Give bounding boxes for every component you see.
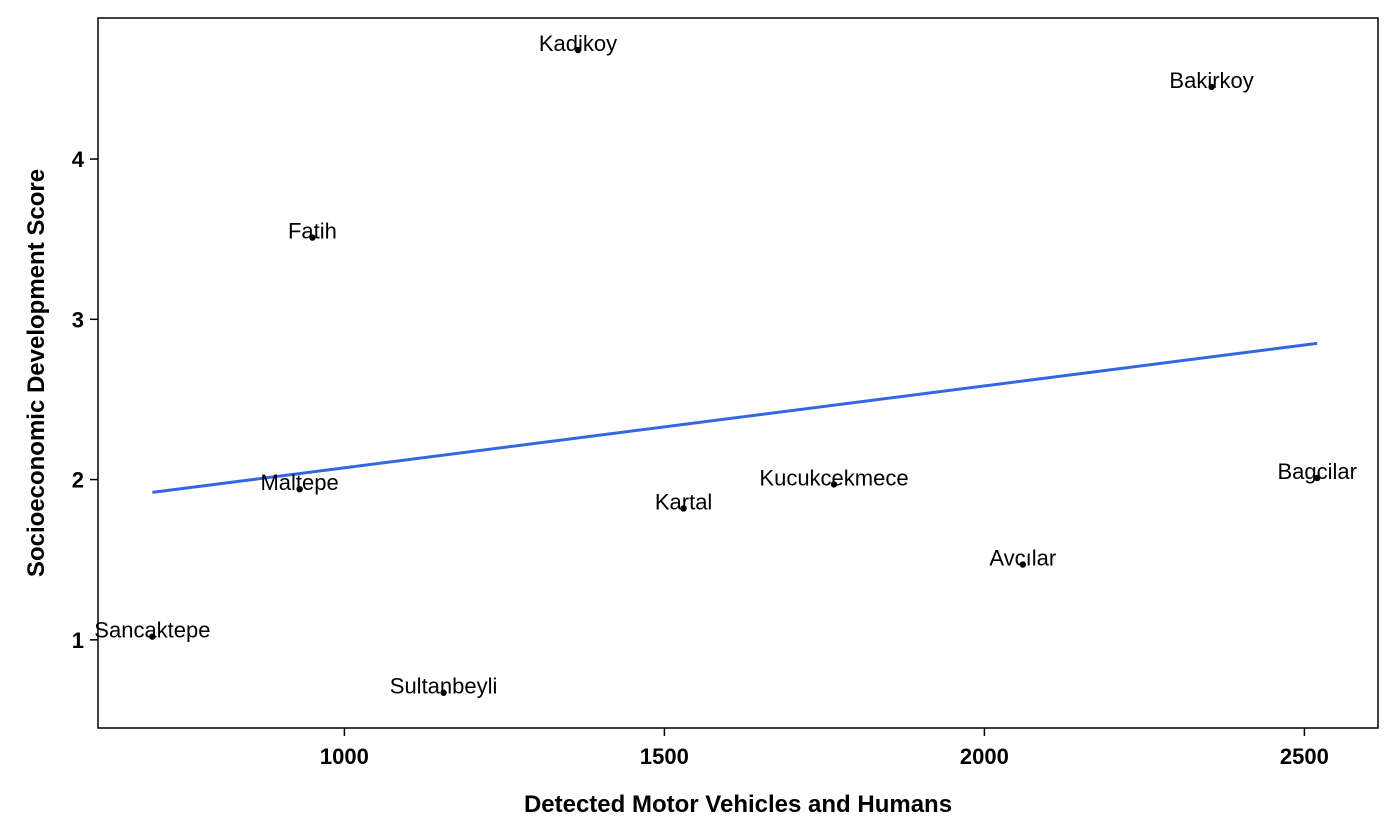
point-label-kartal: Kartal	[655, 489, 712, 514]
plot-panel	[97, 17, 1379, 729]
point-sultanbeyli	[440, 689, 447, 696]
tick-labels: 1000 1500 2000 2500 1 2 3 4	[72, 147, 1329, 769]
points-layer	[149, 46, 1321, 696]
point-label-kucukcekmece: Kucukcekmece	[759, 465, 908, 490]
trend-layer	[152, 341, 1318, 494]
x-tick-label-2500: 2500	[1280, 744, 1329, 769]
point-maltepe	[296, 485, 303, 493]
y-tick-label-2: 2	[72, 468, 84, 493]
y-axis-title: Socioeconomic Development Score	[23, 169, 50, 577]
y-tick-label-1: 1	[72, 628, 84, 653]
point-label-sultanbeyli: Sultanbeyli	[390, 674, 498, 699]
point-label-sancaktepe: Sancaktepe	[94, 618, 210, 643]
point-sancaktepe	[149, 633, 156, 640]
point-label-bagcilar: Bagcilar	[1277, 459, 1356, 484]
point-kartal	[680, 505, 687, 512]
point-bagcilar	[1314, 474, 1321, 482]
x-tick-label-1500: 1500	[640, 744, 689, 769]
point-label-fatih: Fatih	[288, 219, 337, 244]
x-tick-label-2000: 2000	[960, 744, 1009, 769]
x-axis-title: Detected Motor Vehicles and Humans	[524, 791, 952, 818]
x-tick-label-1000: 1000	[320, 744, 369, 769]
trend-line	[152, 341, 1318, 494]
point-kadikoy	[574, 46, 582, 54]
point-labels-layer: Sancaktepe Maltepe Fatih Sultanbeyli Kadikoy…	[94, 31, 1357, 699]
point-label-kadikoy: Kadikoy	[539, 31, 617, 56]
point-label-bakirkoy: Bakirkoy	[1169, 68, 1253, 93]
point-kucukcekmece	[830, 481, 838, 488]
point-label-avc-lar: Avcılar	[989, 546, 1056, 571]
point-label-maltepe: Maltepe	[260, 470, 338, 495]
point-fatih	[309, 234, 316, 241]
axis-ticks	[90, 158, 1306, 736]
point-bakirkoy	[1208, 83, 1215, 91]
y-tick-label-4: 4	[72, 147, 85, 172]
y-tick-label-3: 3	[72, 307, 84, 332]
point-avc-lar	[1019, 561, 1026, 568]
